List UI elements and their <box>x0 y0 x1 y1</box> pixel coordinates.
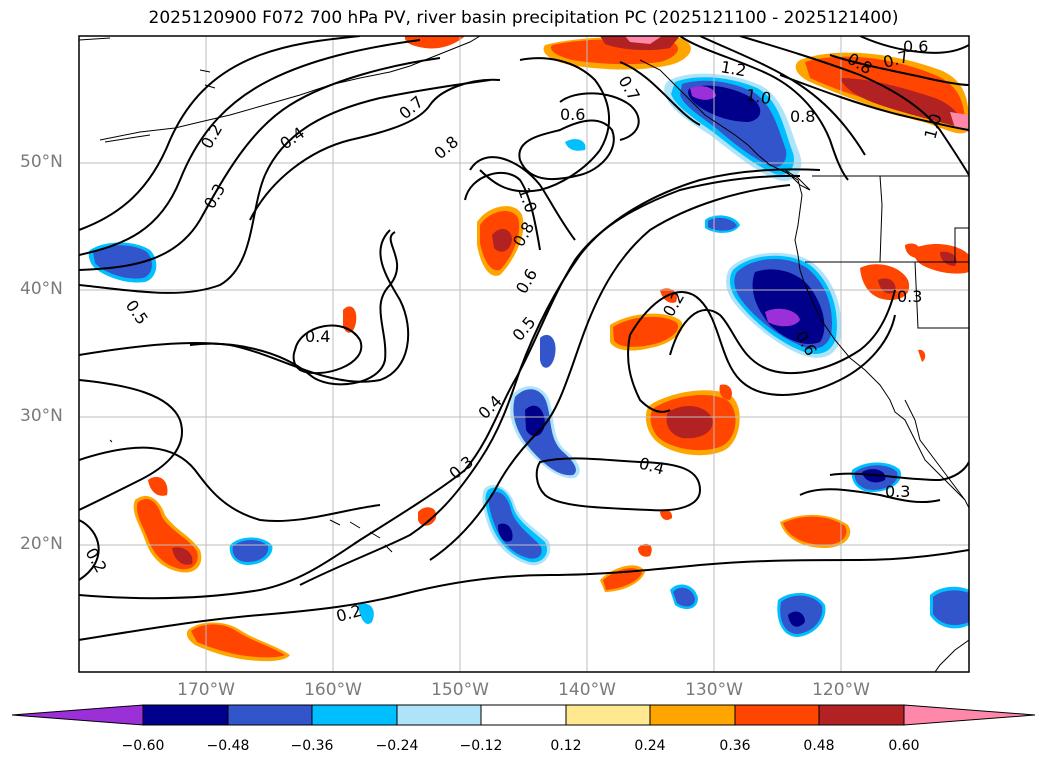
colorbar-tick: −0.12 <box>459 738 503 754</box>
contour-label: 0.3 <box>445 452 477 483</box>
lon-label: 130°W <box>685 680 743 700</box>
colorbar-tick: −0.48 <box>206 738 250 754</box>
colorbar-tick: −0.60 <box>121 738 165 754</box>
lon-label: 140°W <box>558 680 616 700</box>
contour-label: 0.6 <box>512 265 541 297</box>
colorbar-tick: 0.24 <box>634 738 666 754</box>
contour-label: 0.6 <box>903 37 928 56</box>
map-title: 2025120900 F072 700 hPa PV, river basin … <box>148 8 899 28</box>
contour-label: 0.8 <box>790 107 815 126</box>
graticule <box>79 36 969 672</box>
colorbar-segment <box>227 704 313 726</box>
lon-label: 120°W <box>812 680 870 700</box>
lat-label: 40°N <box>20 279 63 299</box>
contour-label: 0.7 <box>395 92 427 123</box>
negative-pc-fill <box>88 73 969 637</box>
lon-label: 150°W <box>431 680 489 700</box>
colorbar-tick: −0.24 <box>375 738 419 754</box>
lon-label: 170°W <box>177 680 235 700</box>
lat-label: 50°N <box>20 152 63 172</box>
colorbar-segment <box>11 704 144 726</box>
contour-label: 0.2 <box>82 545 111 577</box>
colorbar-tick: 0.60 <box>888 738 920 754</box>
contour-label: 0.4 <box>637 454 667 479</box>
contour-label: 1.2 <box>719 57 747 80</box>
contour-label: 0.8 <box>430 132 462 163</box>
contour-label: 0.3 <box>200 180 229 212</box>
lat-label: 30°N <box>20 406 63 426</box>
contour-label: 0.4 <box>474 391 505 422</box>
colorbar-segment <box>311 704 398 726</box>
colorbar-segment <box>565 704 651 726</box>
lat-label: 20°N <box>20 534 63 554</box>
colorbar-segment <box>480 704 567 726</box>
colorbar-segment <box>142 704 229 726</box>
colorbar-tick: 0.12 <box>550 738 582 754</box>
contour-label: 0.2 <box>334 601 364 626</box>
colorbar-segment <box>818 704 905 726</box>
colorbar-segment <box>903 704 1036 726</box>
colorbar-segment <box>649 704 736 726</box>
contour-label: 0.5 <box>122 296 152 328</box>
colorbar-tick: −0.36 <box>290 738 334 754</box>
lon-label: 160°W <box>304 680 362 700</box>
contour-label: 0.3 <box>885 482 910 501</box>
colorbar-segment <box>734 704 820 726</box>
colorbar-tick: 0.48 <box>803 738 835 754</box>
colorbar-segment <box>396 704 482 726</box>
contour-label: 0.2 <box>197 120 226 152</box>
pv-contours <box>79 36 969 641</box>
contour-label: 0.4 <box>305 327 330 346</box>
contour-label: 0.3 <box>897 287 922 306</box>
colorbar-tick: 0.36 <box>719 738 751 754</box>
colorbar <box>11 704 1036 726</box>
map-frame <box>78 35 970 673</box>
contour-label: 1.0 <box>744 85 772 108</box>
contour-label: 0.6 <box>560 105 585 124</box>
